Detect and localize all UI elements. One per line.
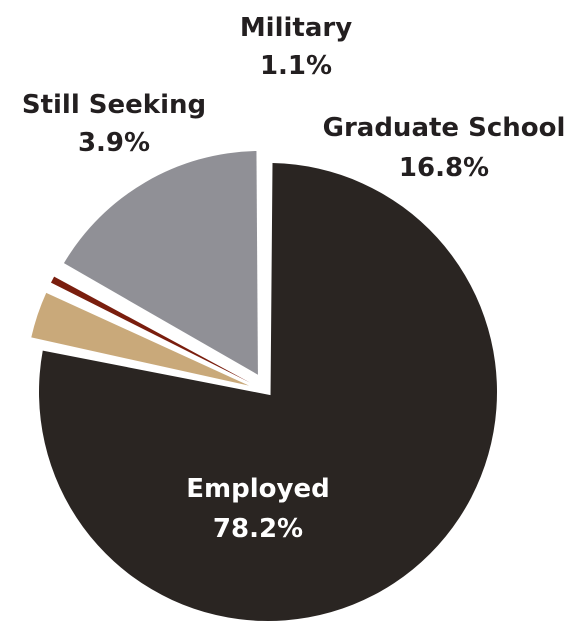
slice-value-still-seeking: 3.9% bbox=[78, 128, 150, 158]
slice-label-employed: Employed bbox=[186, 474, 329, 504]
pie-slice-still-seeking bbox=[31, 292, 250, 386]
slice-value-employed: 78.2% bbox=[213, 514, 303, 544]
pie-slice-graduate-school bbox=[63, 150, 258, 375]
slice-value-graduate-school: 16.8% bbox=[399, 153, 489, 183]
slice-label-graduate-school: Graduate School bbox=[323, 113, 566, 143]
slice-label-still-seeking: Still Seeking bbox=[22, 90, 206, 120]
pie-slice-military bbox=[50, 276, 251, 383]
slice-label-military: Military bbox=[240, 13, 352, 43]
pie-slices bbox=[31, 150, 498, 621]
pie-slice-employed bbox=[39, 163, 498, 621]
pie-labels: Employed 78.2% Still Seeking 3.9% Military 1.… bbox=[22, 13, 566, 544]
slice-value-military: 1.1% bbox=[260, 51, 332, 81]
